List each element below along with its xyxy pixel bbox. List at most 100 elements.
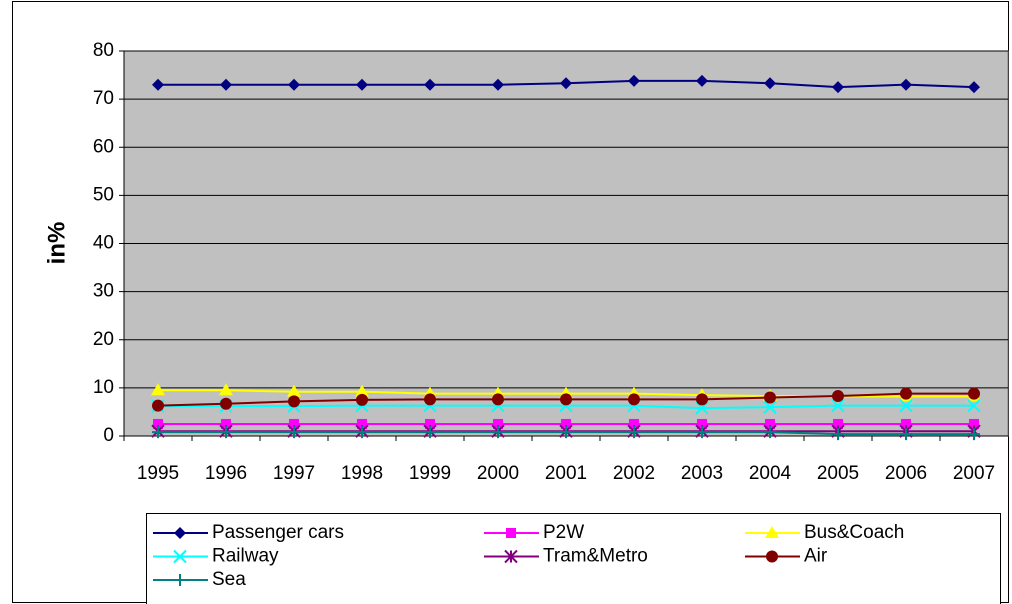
data-point bbox=[288, 78, 300, 91]
legend-marker bbox=[504, 549, 518, 564]
data-point bbox=[152, 399, 164, 412]
legend-label: Air bbox=[804, 546, 828, 567]
x-tick-label: 1998 bbox=[341, 463, 383, 484]
data-point bbox=[697, 418, 707, 429]
data-point bbox=[492, 78, 504, 91]
legend-marker bbox=[506, 528, 516, 538]
data-point bbox=[629, 418, 639, 429]
data-point bbox=[628, 74, 640, 87]
data-point bbox=[221, 418, 231, 429]
x-tick-label: 1996 bbox=[205, 463, 247, 484]
data-point bbox=[357, 418, 367, 429]
data-point bbox=[764, 391, 776, 404]
x-tick-label: 2003 bbox=[681, 463, 723, 484]
data-point bbox=[696, 74, 708, 87]
y-tick-label: 40 bbox=[93, 233, 114, 254]
data-point bbox=[696, 393, 708, 406]
data-point bbox=[356, 393, 368, 406]
y-tick-label: 20 bbox=[93, 329, 114, 350]
data-point bbox=[968, 387, 980, 400]
legend-label: Sea bbox=[212, 569, 246, 590]
x-tick-label: 1999 bbox=[409, 463, 451, 484]
data-point bbox=[219, 383, 233, 396]
legend-label: Bus&Coach bbox=[804, 522, 904, 543]
data-point bbox=[288, 426, 300, 439]
y-tick-label: 10 bbox=[93, 377, 114, 398]
data-point bbox=[764, 77, 776, 90]
data-point bbox=[356, 78, 368, 91]
data-point bbox=[628, 426, 640, 439]
legend-marker bbox=[766, 550, 778, 563]
data-point bbox=[424, 393, 436, 406]
y-tick-label: 80 bbox=[93, 40, 114, 61]
data-point bbox=[695, 401, 709, 415]
data-point bbox=[425, 418, 435, 429]
legend-label: Railway bbox=[212, 546, 279, 567]
data-point bbox=[287, 384, 301, 397]
data-point bbox=[493, 418, 503, 429]
data-point bbox=[967, 398, 981, 413]
data-point bbox=[561, 418, 571, 429]
data-point bbox=[560, 426, 572, 439]
legend-marker bbox=[174, 574, 186, 586]
x-tick-label: 1995 bbox=[137, 463, 179, 484]
legend-marker bbox=[765, 526, 779, 538]
data-point bbox=[628, 393, 640, 406]
x-tick-label: 2001 bbox=[545, 463, 587, 484]
data-point bbox=[899, 398, 913, 413]
data-point bbox=[424, 78, 436, 91]
data-point bbox=[288, 395, 300, 408]
x-tick-label: 2006 bbox=[885, 463, 927, 484]
y-tick-label: 0 bbox=[103, 425, 114, 446]
data-point bbox=[153, 418, 163, 429]
data-point bbox=[492, 393, 504, 406]
data-point bbox=[220, 397, 232, 410]
legend-label: Passenger cars bbox=[212, 522, 344, 543]
data-point bbox=[901, 418, 911, 429]
data-point bbox=[969, 418, 979, 429]
x-tick-label: 2005 bbox=[817, 463, 859, 484]
data-point bbox=[696, 426, 708, 439]
legend-label: Tram&Metro bbox=[543, 546, 648, 567]
data-point bbox=[151, 383, 165, 396]
y-tick-label: 50 bbox=[93, 184, 114, 205]
data-point bbox=[355, 384, 369, 397]
x-tick-label: 2000 bbox=[477, 463, 519, 484]
data-point bbox=[900, 387, 912, 400]
data-point bbox=[833, 418, 843, 429]
data-point bbox=[831, 398, 845, 413]
data-point bbox=[356, 426, 368, 439]
data-point bbox=[968, 81, 980, 94]
data-point bbox=[492, 426, 504, 439]
y-axis-label: in% bbox=[43, 222, 70, 265]
y-tick-label: 70 bbox=[93, 88, 114, 109]
y-tick-label: 30 bbox=[93, 281, 114, 302]
x-tick-label: 1997 bbox=[273, 463, 315, 484]
data-point bbox=[560, 393, 572, 406]
data-point bbox=[763, 400, 777, 414]
data-point bbox=[152, 78, 164, 91]
data-point bbox=[152, 426, 164, 439]
data-point bbox=[220, 426, 232, 439]
data-point bbox=[560, 77, 572, 90]
data-point bbox=[900, 78, 912, 91]
data-point bbox=[289, 418, 299, 429]
data-point bbox=[832, 81, 844, 94]
data-point bbox=[900, 428, 912, 441]
data-point bbox=[968, 428, 980, 441]
data-point bbox=[424, 426, 436, 439]
x-tick-label: 2002 bbox=[613, 463, 655, 484]
y-tick-label: 60 bbox=[93, 136, 114, 157]
data-point bbox=[832, 428, 844, 441]
data-point bbox=[832, 390, 844, 403]
legend-marker bbox=[174, 527, 186, 539]
legend-label: P2W bbox=[543, 522, 584, 543]
x-tick-label: 2007 bbox=[953, 463, 995, 484]
legend bbox=[146, 513, 1001, 604]
data-point bbox=[765, 418, 775, 429]
legend-marker bbox=[173, 549, 187, 564]
data-point bbox=[220, 78, 232, 91]
x-tick-label: 2004 bbox=[749, 463, 792, 484]
data-point bbox=[764, 426, 776, 439]
